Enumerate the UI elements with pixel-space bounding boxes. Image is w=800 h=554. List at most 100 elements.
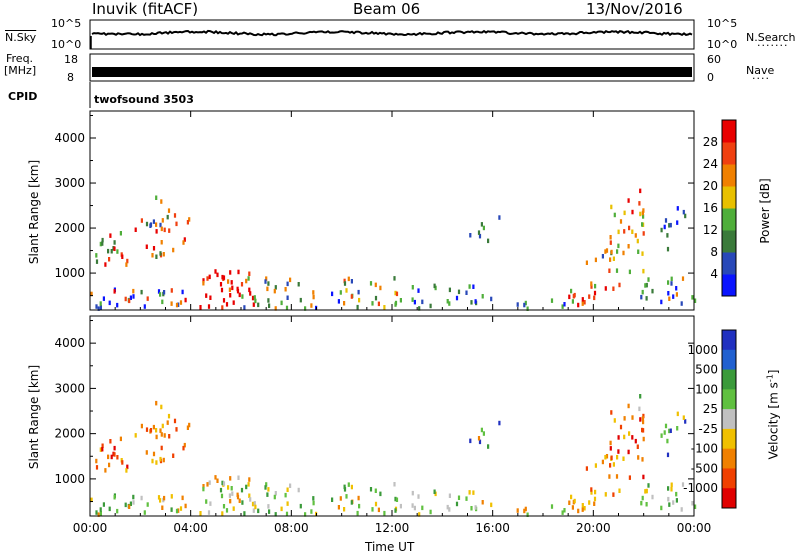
velocity-cell: [394, 508, 397, 513]
power-cell: [383, 305, 386, 310]
velocity-cell: [642, 419, 645, 425]
velocity-cell: [284, 492, 287, 498]
power-cell: [478, 233, 482, 239]
velocity-cell: [128, 504, 131, 509]
velocity-colorbar-tick: -100: [691, 442, 718, 456]
power-cell: [369, 281, 373, 286]
velocity-cell: [177, 508, 180, 513]
noise-search-tick-bottom: 10^0: [707, 38, 738, 51]
velocity-cell: [694, 504, 697, 509]
velocity-ytick-label: 2000: [54, 427, 85, 441]
power-cell: [628, 225, 631, 231]
power-cell: [222, 275, 226, 280]
velocity-cell: [682, 415, 685, 420]
velocity-cell: [126, 464, 129, 470]
noise-search-legend-dots: ·······: [757, 39, 789, 52]
velocity-cell: [418, 512, 421, 517]
power-cell: [672, 294, 675, 299]
velocity-cell: [577, 508, 580, 514]
velocity-cell: [155, 434, 158, 440]
velocity-cell: [623, 434, 626, 440]
power-cell: [680, 301, 683, 306]
velocity-cell: [216, 478, 219, 483]
power-cell: [253, 295, 256, 300]
velocity-cell: [374, 501, 378, 507]
velocity-cell: [347, 482, 350, 487]
power-cell: [563, 302, 566, 307]
velocity-cell: [641, 457, 644, 462]
power-cell: [605, 248, 609, 253]
velocity-cell: [455, 501, 459, 507]
power-cell: [266, 286, 269, 292]
power-cell: [356, 304, 359, 310]
power-cell: [641, 222, 644, 227]
velocity-cell: [369, 487, 373, 492]
velocity-cell: [563, 508, 566, 513]
velocity-cell: [264, 485, 267, 490]
xtick-label: 00:00: [73, 521, 108, 535]
noise-sky-label: N.Sky: [5, 31, 37, 44]
power-plot-frame: [89, 110, 695, 311]
velocity-cell: [208, 480, 211, 485]
velocity-cell: [132, 494, 135, 500]
velocity-cell: [160, 432, 163, 437]
power-cell: [590, 284, 593, 289]
velocity-cell: [623, 416, 626, 421]
power-cell: [219, 282, 223, 287]
power-cell: [433, 283, 436, 289]
power-cell: [413, 299, 416, 305]
power-cell: [129, 295, 132, 300]
velocity-cell: [337, 505, 340, 510]
velocity-cell: [214, 475, 217, 480]
power-cell: [379, 285, 382, 291]
power-cell: [159, 292, 162, 297]
power-cell: [455, 295, 459, 301]
velocity-cell: [175, 427, 178, 432]
velocity-cell: [593, 496, 597, 502]
velocity-cell: [417, 494, 420, 499]
velocity-cell: [121, 460, 124, 465]
power-cell: [583, 300, 586, 305]
power-cell: [95, 304, 98, 309]
power-cell: [134, 227, 137, 232]
power-cell: [109, 233, 112, 238]
power-cell: [299, 297, 302, 303]
velocity-cell: [448, 507, 451, 512]
velocity-cell: [651, 494, 654, 500]
velocity-cell: [289, 483, 292, 488]
power-cell: [160, 199, 163, 204]
velocity-cell: [113, 495, 116, 500]
velocity-cell: [601, 459, 604, 465]
power-cell: [608, 268, 611, 273]
velocity-cell: [395, 497, 399, 502]
velocity-cell: [641, 427, 644, 433]
power-cell: [116, 249, 119, 254]
power-cell: [480, 222, 483, 227]
velocity-colorbar-tick: -1000: [683, 481, 718, 495]
nave-tick-top: 60: [707, 53, 721, 66]
velocity-cell: [206, 482, 209, 487]
velocity-cell: [590, 487, 593, 492]
power-cell: [615, 268, 619, 273]
velocity-cell: [95, 465, 99, 470]
power-cell: [411, 297, 414, 302]
velocity-cell: [627, 403, 630, 409]
power-cell: [179, 300, 183, 305]
velocity-cell: [642, 474, 645, 480]
power-cell: [248, 271, 251, 276]
x-axis-label: Time UT: [365, 540, 415, 554]
velocity-cell: [604, 492, 607, 497]
power-cell: [95, 259, 99, 264]
velocity-cell: [161, 505, 164, 510]
power-cell: [684, 213, 687, 219]
power-cell: [550, 298, 554, 303]
velocity-cell: [377, 507, 380, 513]
velocity-cell: [676, 426, 679, 431]
velocity-cbar-label-main: Velocity [m s: [766, 382, 781, 460]
power-cell: [350, 279, 353, 284]
velocity-cell: [637, 455, 640, 460]
power-cell: [393, 276, 396, 281]
velocity-cell: [170, 494, 173, 499]
power-cell: [631, 209, 634, 215]
velocity-cell: [612, 462, 615, 467]
